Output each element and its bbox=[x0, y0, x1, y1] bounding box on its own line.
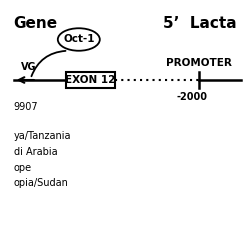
Text: PROMOTER: PROMOTER bbox=[166, 58, 232, 68]
Text: Gene: Gene bbox=[14, 16, 58, 31]
Bar bbox=[66, 72, 114, 88]
Text: 5’  Lacta: 5’ Lacta bbox=[163, 16, 236, 31]
FancyArrowPatch shape bbox=[32, 51, 66, 76]
Ellipse shape bbox=[58, 28, 100, 51]
Text: -2000: -2000 bbox=[177, 92, 208, 102]
Text: Oct-1: Oct-1 bbox=[63, 34, 94, 44]
Text: VG: VG bbox=[21, 62, 36, 72]
Text: opia/Sudan: opia/Sudan bbox=[14, 178, 68, 188]
Text: 9907: 9907 bbox=[14, 102, 38, 112]
Text: ope: ope bbox=[14, 163, 32, 173]
Text: ya/Tanzania: ya/Tanzania bbox=[14, 131, 71, 141]
Text: di Arabia: di Arabia bbox=[14, 147, 57, 157]
Text: EXON 12: EXON 12 bbox=[65, 75, 116, 85]
